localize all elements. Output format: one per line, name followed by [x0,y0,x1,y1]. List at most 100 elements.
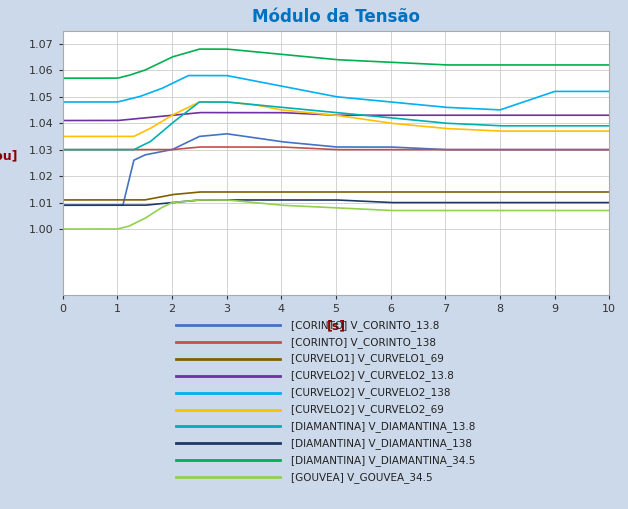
Y-axis label: [pu]: [pu] [0,150,19,163]
[DIAMANTINA] V_DIAMANTINA_138 [605,200,613,206]
[DIAMANTINA] V_DIAMANTINA_138 [59,202,67,208]
Line: [DIAMANTINA] V_DIAMANTINA_13.8: [DIAMANTINA] V_DIAMANTINA_13.8 [63,102,609,150]
[CURVELO2] V_CURVELO2_138 [605,89,613,95]
[GOUVEA] V_GOUVEA_34.5 [590,208,597,214]
[CURVELO1] V_CURVELO1_69 [605,189,613,195]
[CURVELO2] V_CURVELO2_13.8 [87,118,94,124]
[CORINTO] V_CORINTO_13.8 [223,131,230,137]
[CURVELO2] V_CURVELO2_138 [489,106,497,112]
[DIAMANTINA] V_DIAMANTINA_138 [196,197,203,203]
[DIAMANTINA] V_DIAMANTINA_34.5 [590,62,597,68]
Line: [CURVELO1] V_CURVELO1_69: [CURVELO1] V_CURVELO1_69 [63,192,609,200]
[CURVELO2] V_CURVELO2_13.8 [605,112,613,118]
Text: [CURVELO2] V_CURVELO2_13.8: [CURVELO2] V_CURVELO2_13.8 [291,371,454,381]
[GOUVEA] V_GOUVEA_34.5 [605,208,613,214]
[CURVELO2] V_CURVELO2_69 [196,99,203,105]
Text: [DIAMANTINA] V_DIAMANTINA_13.8: [DIAMANTINA] V_DIAMANTINA_13.8 [291,421,476,432]
Text: [CURVELO2] V_CURVELO2_69: [CURVELO2] V_CURVELO2_69 [291,404,444,415]
Line: [CURVELO2] V_CURVELO2_13.8: [CURVELO2] V_CURVELO2_13.8 [63,112,609,121]
[GOUVEA] V_GOUVEA_34.5 [87,226,94,232]
[DIAMANTINA] V_DIAMANTINA_34.5 [87,75,94,81]
[GOUVEA] V_GOUVEA_34.5 [310,204,318,210]
Text: [CORINTO] V_CORINTO_13.8: [CORINTO] V_CORINTO_13.8 [291,320,440,331]
[CURVELO2] V_CURVELO2_69 [590,128,597,134]
Line: [CORINTO] V_CORINTO_13.8: [CORINTO] V_CORINTO_13.8 [63,134,609,205]
[CURVELO2] V_CURVELO2_13.8 [325,112,332,118]
[CORINTO] V_CORINTO_138 [605,147,613,153]
[CORINTO] V_CORINTO_138 [59,147,67,153]
Line: [CORINTO] V_CORINTO_138: [CORINTO] V_CORINTO_138 [63,147,609,150]
[CORINTO] V_CORINTO_13.8 [59,202,67,208]
[CURVELO2] V_CURVELO2_138 [325,92,332,98]
[CORINTO] V_CORINTO_13.8 [590,147,597,153]
[CURVELO2] V_CURVELO2_69 [489,128,497,134]
[CURVELO2] V_CURVELO2_138 [590,89,597,95]
[CURVELO2] V_CURVELO2_138 [310,90,318,96]
[DIAMANTINA] V_DIAMANTINA_34.5 [196,46,203,52]
X-axis label: [s]: [s] [327,320,345,333]
[DIAMANTINA] V_DIAMANTINA_138 [310,197,318,203]
[CURVELO2] V_CURVELO2_69 [590,128,597,134]
[CORINTO] V_CORINTO_138 [310,146,318,152]
[CURVELO2] V_CURVELO2_69 [87,133,94,139]
[CORINTO] V_CORINTO_138 [590,147,597,153]
[DIAMANTINA] V_DIAMANTINA_34.5 [605,62,613,68]
[CURVELO2] V_CURVELO2_138 [87,99,94,105]
[CURVELO2] V_CURVELO2_138 [590,89,598,95]
[CORINTO] V_CORINTO_13.8 [87,202,94,208]
Title: Módulo da Tensão: Módulo da Tensão [252,8,420,26]
Line: [GOUVEA] V_GOUVEA_34.5: [GOUVEA] V_GOUVEA_34.5 [63,200,609,229]
[CORINTO] V_CORINTO_138 [489,147,497,153]
[DIAMANTINA] V_DIAMANTINA_34.5 [590,62,597,68]
Text: [GOUVEA] V_GOUVEA_34.5: [GOUVEA] V_GOUVEA_34.5 [291,472,433,483]
[GOUVEA] V_GOUVEA_34.5 [590,208,597,214]
[CORINTO] V_CORINTO_13.8 [325,143,332,149]
[CURVELO2] V_CURVELO2_69 [310,110,318,116]
[CORINTO] V_CORINTO_138 [196,144,203,150]
[GOUVEA] V_GOUVEA_34.5 [489,208,497,214]
[CURVELO1] V_CURVELO1_69 [325,189,332,195]
Line: [CURVELO2] V_CURVELO2_138: [CURVELO2] V_CURVELO2_138 [63,75,609,110]
[CURVELO2] V_CURVELO2_13.8 [590,112,597,118]
[CURVELO1] V_CURVELO1_69 [590,189,597,195]
[CORINTO] V_CORINTO_13.8 [605,147,613,153]
[DIAMANTINA] V_DIAMANTINA_138 [489,200,497,206]
[GOUVEA] V_GOUVEA_34.5 [325,205,332,211]
[CURVELO1] V_CURVELO1_69 [310,189,318,195]
[CURVELO1] V_CURVELO1_69 [59,197,67,203]
[DIAMANTINA] V_DIAMANTINA_138 [87,202,94,208]
[CORINTO] V_CORINTO_138 [325,146,332,152]
[DIAMANTINA] V_DIAMANTINA_34.5 [489,62,497,68]
[DIAMANTINA] V_DIAMANTINA_13.8 [310,107,318,114]
[DIAMANTINA] V_DIAMANTINA_138 [590,200,597,206]
[CURVELO2] V_CURVELO2_138 [185,72,192,78]
[DIAMANTINA] V_DIAMANTINA_138 [325,197,332,203]
[CORINTO] V_CORINTO_13.8 [310,142,318,148]
Text: [CURVELO1] V_CURVELO1_69: [CURVELO1] V_CURVELO1_69 [291,354,444,364]
[CORINTO] V_CORINTO_138 [590,147,597,153]
Text: [DIAMANTINA] V_DIAMANTINA_138: [DIAMANTINA] V_DIAMANTINA_138 [291,438,472,449]
[CURVELO2] V_CURVELO2_13.8 [590,112,597,118]
[CURVELO2] V_CURVELO2_13.8 [489,112,497,118]
[CURVELO1] V_CURVELO1_69 [87,197,94,203]
[DIAMANTINA] V_DIAMANTINA_13.8 [196,99,203,105]
[DIAMANTINA] V_DIAMANTINA_138 [590,200,597,206]
[DIAMANTINA] V_DIAMANTINA_13.8 [59,147,67,153]
[GOUVEA] V_GOUVEA_34.5 [196,197,203,203]
Text: [DIAMANTINA] V_DIAMANTINA_34.5: [DIAMANTINA] V_DIAMANTINA_34.5 [291,455,476,466]
Text: [CORINTO] V_CORINTO_138: [CORINTO] V_CORINTO_138 [291,336,436,348]
[CURVELO2] V_CURVELO2_13.8 [196,109,203,116]
Line: [DIAMANTINA] V_DIAMANTINA_138: [DIAMANTINA] V_DIAMANTINA_138 [63,200,609,205]
[DIAMANTINA] V_DIAMANTINA_13.8 [590,123,597,129]
Text: [CURVELO2] V_CURVELO2_138: [CURVELO2] V_CURVELO2_138 [291,387,451,398]
[CORINTO] V_CORINTO_13.8 [590,147,597,153]
[DIAMANTINA] V_DIAMANTINA_13.8 [87,147,94,153]
[CURVELO2] V_CURVELO2_138 [496,107,504,113]
[GOUVEA] V_GOUVEA_34.5 [59,226,67,232]
[DIAMANTINA] V_DIAMANTINA_34.5 [325,56,332,62]
[CURVELO1] V_CURVELO1_69 [196,189,203,195]
[CURVELO2] V_CURVELO2_13.8 [59,118,67,124]
Line: [CURVELO2] V_CURVELO2_69: [CURVELO2] V_CURVELO2_69 [63,102,609,136]
[DIAMANTINA] V_DIAMANTINA_13.8 [590,123,597,129]
[CORINTO] V_CORINTO_138 [87,147,94,153]
